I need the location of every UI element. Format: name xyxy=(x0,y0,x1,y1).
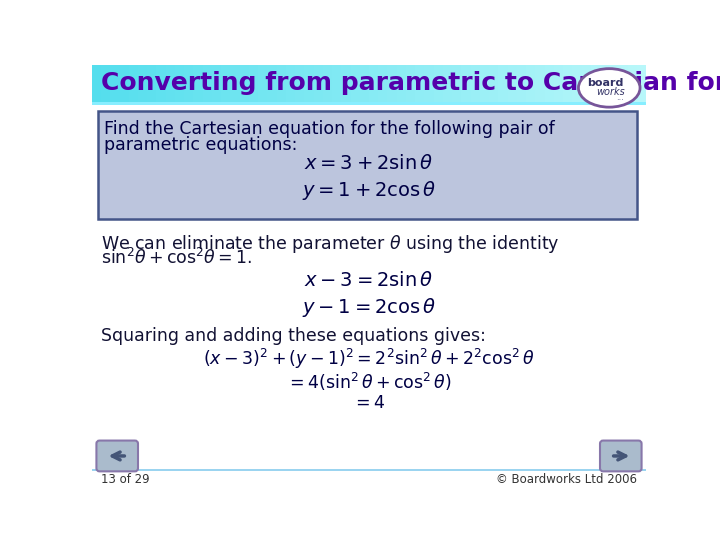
Bar xyxy=(138,65,148,102)
Bar xyxy=(572,65,582,102)
Bar xyxy=(526,65,536,102)
Text: works: works xyxy=(596,87,625,97)
Bar xyxy=(286,65,296,102)
Text: $\mathrm{sin}^2\theta + \mathrm{cos}^2\theta = 1.$: $\mathrm{sin}^2\theta + \mathrm{cos}^2\t… xyxy=(101,248,253,268)
Text: Squaring and adding these equations gives:: Squaring and adding these equations give… xyxy=(101,327,486,345)
Bar xyxy=(175,65,185,102)
Bar xyxy=(406,65,416,102)
Text: $x - 3 = 2\sin\theta$: $x - 3 = 2\sin\theta$ xyxy=(305,271,433,290)
Bar xyxy=(203,65,212,102)
Text: $y = 1 + 2\cos\theta$: $y = 1 + 2\cos\theta$ xyxy=(302,179,436,202)
FancyBboxPatch shape xyxy=(98,111,637,219)
Text: 13 of 29: 13 of 29 xyxy=(101,473,150,486)
Bar xyxy=(305,65,315,102)
Bar xyxy=(351,65,361,102)
Bar xyxy=(120,65,130,102)
Bar xyxy=(295,65,305,102)
Bar xyxy=(110,65,120,102)
Bar xyxy=(433,65,444,102)
Bar xyxy=(387,65,397,102)
FancyBboxPatch shape xyxy=(600,441,642,471)
Bar xyxy=(360,65,370,102)
Bar xyxy=(184,65,194,102)
Bar xyxy=(332,65,342,102)
FancyBboxPatch shape xyxy=(96,441,138,471)
Bar xyxy=(535,65,545,102)
Bar xyxy=(498,65,508,102)
Bar xyxy=(92,102,647,105)
Bar xyxy=(314,65,323,102)
Bar xyxy=(508,65,518,102)
Bar xyxy=(221,65,231,102)
Bar xyxy=(369,65,379,102)
Bar xyxy=(101,65,111,102)
Bar xyxy=(462,65,472,102)
Ellipse shape xyxy=(578,69,640,107)
Text: $= 4(\sin^2\theta + \cos^2\theta)$: $= 4(\sin^2\theta + \cos^2\theta)$ xyxy=(286,372,452,393)
Bar xyxy=(166,65,176,102)
Bar xyxy=(609,65,619,102)
Text: Find the Cartesian equation for the following pair of: Find the Cartesian equation for the foll… xyxy=(104,120,555,138)
Bar xyxy=(129,65,139,102)
Bar xyxy=(563,65,573,102)
Text: board: board xyxy=(588,78,624,88)
Bar xyxy=(341,65,351,102)
Text: © Boardworks Ltd 2006: © Boardworks Ltd 2006 xyxy=(496,473,637,486)
Bar xyxy=(148,65,157,102)
Bar xyxy=(258,65,268,102)
Bar xyxy=(378,65,388,102)
Bar xyxy=(600,65,610,102)
Bar xyxy=(618,65,629,102)
Bar xyxy=(194,65,204,102)
Text: Converting from parametric to Cartesian form: Converting from parametric to Cartesian … xyxy=(101,71,720,95)
Bar xyxy=(471,65,481,102)
Text: $(x-3)^2 + (y-1)^2 = 2^2\sin^2\theta + 2^2\cos^2\theta$: $(x-3)^2 + (y-1)^2 = 2^2\sin^2\theta + 2… xyxy=(203,347,535,371)
Bar xyxy=(443,65,453,102)
Text: $y - 1 = 2\cos\theta$: $y - 1 = 2\cos\theta$ xyxy=(302,296,436,319)
Bar xyxy=(415,65,426,102)
Bar xyxy=(276,65,287,102)
Bar xyxy=(230,65,240,102)
Bar xyxy=(489,65,499,102)
Bar xyxy=(240,65,250,102)
Bar xyxy=(590,65,600,102)
Bar xyxy=(425,65,434,102)
Bar xyxy=(156,65,166,102)
Bar xyxy=(323,65,333,102)
Text: $x = 3 + 2\sin\theta$: $x = 3 + 2\sin\theta$ xyxy=(305,154,433,173)
Bar xyxy=(582,65,592,102)
Bar xyxy=(92,65,102,102)
Bar xyxy=(554,65,564,102)
Bar xyxy=(544,65,554,102)
Bar xyxy=(637,65,647,102)
Text: $= 4$: $= 4$ xyxy=(352,394,386,413)
Text: ...: ... xyxy=(616,93,624,102)
Bar xyxy=(397,65,407,102)
Bar xyxy=(628,65,638,102)
Text: We can eliminate the parameter $\theta$ using the identity: We can eliminate the parameter $\theta$ … xyxy=(101,233,559,255)
Bar xyxy=(212,65,222,102)
Bar xyxy=(517,65,527,102)
Bar xyxy=(267,65,277,102)
Bar xyxy=(452,65,462,102)
Bar xyxy=(480,65,490,102)
Text: parametric equations:: parametric equations: xyxy=(104,136,297,154)
Bar xyxy=(249,65,259,102)
